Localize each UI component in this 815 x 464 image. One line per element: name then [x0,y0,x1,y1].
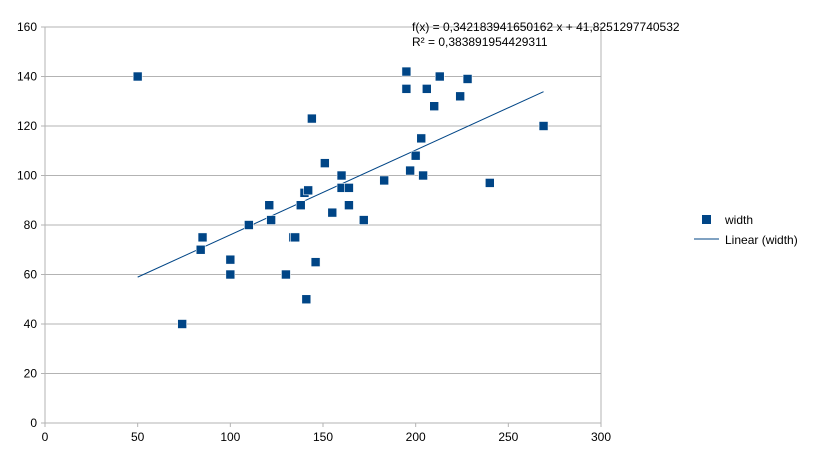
data-point [434,71,445,82]
x-tick-label: 100 [220,430,240,444]
legend-label-trendline: Linear (width) [725,233,798,247]
x-tick-label: 0 [42,430,49,444]
data-point [455,91,465,102]
gridlines [45,26,601,374]
x-tick-label: 250 [498,430,518,444]
data-point [418,170,428,181]
legend: width Linear (width) [694,213,798,247]
data-point [327,207,338,218]
data-points [132,66,549,329]
data-point [344,200,354,210]
y-tick-label: 120 [17,119,37,133]
y-tick-label: 0 [30,416,37,430]
y-tick-label: 20 [24,367,38,381]
y-tick-labels: 0 20 40 60 80 100 120 140 160 [17,20,37,430]
data-point [462,74,473,84]
x-tick-label: 150 [313,430,333,444]
data-point [295,200,306,210]
data-point [301,294,312,305]
x-tick-labels: 0 50 100 150 200 250 300 [42,430,612,444]
data-point [310,257,321,267]
data-point [405,165,415,176]
data-point [358,215,369,225]
data-point [195,244,206,255]
trendline-r-squared: R² = 0,383891954429311 [412,35,548,49]
data-point [177,319,187,329]
data-point [303,185,313,196]
y-tick-label: 80 [24,218,38,232]
data-point [401,84,412,94]
data-point [421,84,432,94]
axes [41,26,602,427]
y-tick-label: 140 [17,70,37,84]
legend-label-width: width [724,213,753,227]
data-point [266,215,276,225]
data-point [132,71,143,82]
data-point [264,200,275,210]
data-point [379,175,389,186]
data-point [197,232,208,243]
data-point [225,254,236,265]
y-tick-label: 100 [17,169,37,183]
data-point [484,178,495,188]
data-point [281,269,291,280]
data-point [307,113,317,124]
data-point [538,121,549,131]
data-point [410,150,421,161]
x-tick-label: 50 [131,430,145,444]
data-point [336,170,347,181]
data-point [290,232,301,243]
y-tick-label: 40 [24,317,38,331]
data-point [416,133,427,144]
data-point [320,158,330,168]
data-point [225,269,236,280]
x-tick-label: 300 [591,430,611,444]
data-point [344,183,354,193]
data-point [244,220,254,230]
x-tick-label: 200 [406,430,426,444]
data-point [429,101,440,111]
data-point [401,66,412,77]
legend-marker-width [702,215,711,224]
trendline-equation: f(x) = 0,342183941650162 x + 41,82512977… [412,20,680,34]
y-tick-label: 160 [17,20,37,34]
y-tick-label: 60 [24,268,38,282]
